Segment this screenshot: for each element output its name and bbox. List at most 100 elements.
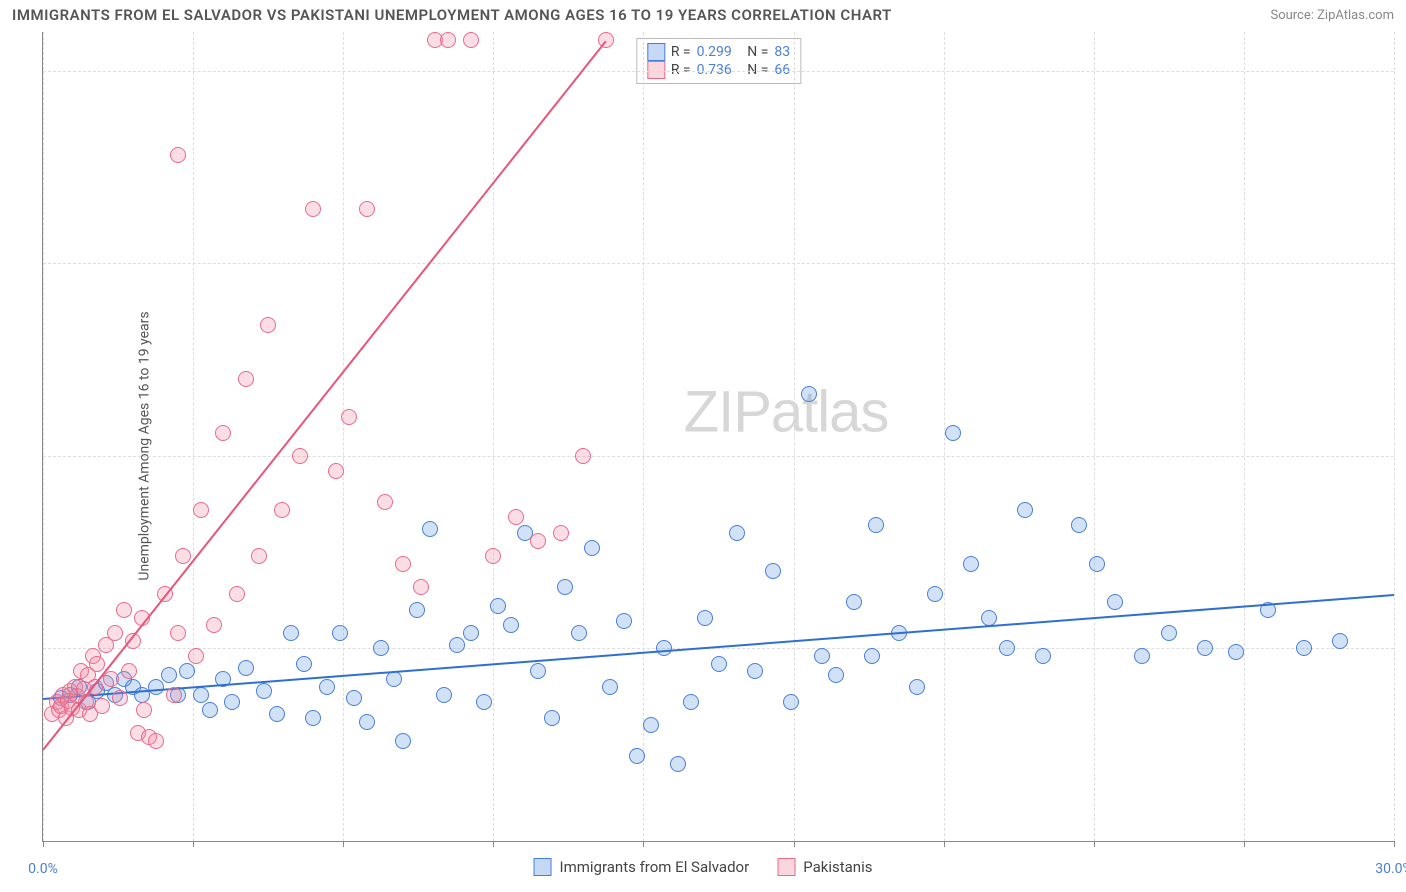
scatter-point (945, 425, 961, 441)
scatter-point (553, 525, 569, 541)
scatter-point (981, 610, 997, 626)
swatch-series-0 (534, 858, 552, 876)
scatter-point (107, 625, 123, 641)
scatter-point (256, 683, 272, 699)
scatter-point (629, 748, 645, 764)
scatter-point (193, 502, 209, 518)
scatter-point (148, 679, 164, 695)
scatter-point (1228, 644, 1244, 660)
scatter-point (296, 656, 312, 672)
gridline-v (1244, 32, 1245, 841)
scatter-point (747, 663, 763, 679)
gridline-v (794, 32, 795, 841)
scatter-point (422, 521, 438, 537)
swatch-series-0 (647, 43, 665, 61)
legend-row: R = 0.299 N = 83 (647, 43, 790, 61)
xtick-label: 0.0% (28, 861, 58, 877)
gridline-v (343, 32, 344, 841)
scatter-point (1197, 640, 1213, 656)
scatter-point (328, 463, 344, 479)
scatter-point (485, 548, 501, 564)
scatter-point (508, 509, 524, 525)
scatter-point (530, 663, 546, 679)
scatter-point (1017, 502, 1033, 518)
scatter-point (711, 656, 727, 672)
scatter-point (202, 702, 218, 718)
scatter-point (373, 640, 389, 656)
scatter-point (697, 610, 713, 626)
scatter-point (999, 640, 1015, 656)
scatter-point (116, 602, 132, 618)
scatter-point (224, 694, 240, 710)
swatch-series-1 (777, 858, 795, 876)
scatter-point (260, 317, 276, 333)
scatter-point (305, 201, 321, 217)
scatter-point (801, 386, 817, 402)
xtick-mark (643, 841, 644, 847)
legend-label-0: Immigrants from El Salvador (560, 858, 750, 876)
xtick-mark (944, 841, 945, 847)
scatter-point (386, 671, 402, 687)
legend-item-0: Immigrants from El Salvador (534, 858, 750, 876)
scatter-point (292, 448, 308, 464)
scatter-point (319, 679, 335, 695)
scatter-point (1035, 648, 1051, 664)
scatter-point (1089, 556, 1105, 572)
gridline-v (43, 32, 44, 841)
scatter-point (503, 617, 519, 633)
scatter-point (346, 690, 362, 706)
scatter-point (828, 667, 844, 683)
scatter-point (377, 494, 393, 510)
xtick-label: 30.0% (1375, 861, 1406, 877)
legend-item-1: Pakistanis (777, 858, 872, 876)
xtick-mark (193, 841, 194, 847)
scatter-point (305, 710, 321, 726)
source-attribution: Source: ZipAtlas.com (1270, 8, 1394, 23)
xtick-mark (1244, 841, 1245, 847)
scatter-point (413, 579, 429, 595)
gridline-h (43, 263, 1394, 264)
scatter-point (783, 694, 799, 710)
scatter-point (395, 556, 411, 572)
xtick-mark (1094, 841, 1095, 847)
scatter-point (409, 602, 425, 618)
gridline-h (43, 456, 1394, 457)
gridline-v (1394, 32, 1395, 841)
gridline-h (43, 648, 1394, 649)
xtick-mark (43, 841, 44, 847)
scatter-point (1296, 640, 1312, 656)
scatter-point (238, 660, 254, 676)
scatter-point (584, 540, 600, 556)
xtick-mark (1394, 841, 1395, 847)
xtick-mark (493, 841, 494, 847)
scatter-point (530, 533, 546, 549)
scatter-point (274, 502, 290, 518)
trend-line (42, 40, 606, 750)
scatter-point (179, 663, 195, 679)
r-value-0: 0.299 (697, 44, 732, 60)
scatter-point (229, 586, 245, 602)
n-value-0: 83 (774, 44, 790, 60)
scatter-point (868, 517, 884, 533)
legend-correlation-box: R = 0.299 N = 83 R = 0.736 N = 66 (636, 38, 801, 84)
scatter-point (670, 756, 686, 772)
xtick-mark (343, 841, 344, 847)
scatter-point (656, 640, 672, 656)
scatter-point (864, 648, 880, 664)
scatter-point (476, 694, 492, 710)
scatter-point (251, 548, 267, 564)
scatter-point (909, 679, 925, 695)
scatter-point (436, 687, 452, 703)
scatter-point (1161, 625, 1177, 641)
scatter-point (332, 625, 348, 641)
scatter-point (643, 717, 659, 733)
scatter-point (136, 702, 152, 718)
legend-bottom: Immigrants from El Salvador Pakistanis (534, 858, 873, 876)
gridline-v (944, 32, 945, 841)
scatter-point (206, 617, 222, 633)
scatter-point (575, 448, 591, 464)
gridline-v (493, 32, 494, 841)
scatter-point (557, 579, 573, 595)
scatter-point (1134, 648, 1150, 664)
scatter-point (846, 594, 862, 610)
